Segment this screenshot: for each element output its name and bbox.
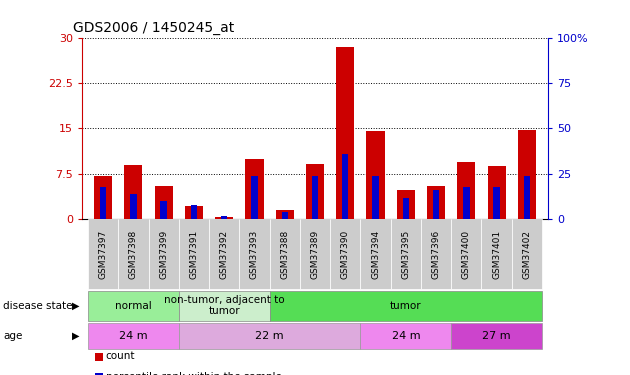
Bar bbox=[518, 130, 536, 219]
Text: percentile rank within the sample: percentile rank within the sample bbox=[106, 372, 282, 375]
Bar bbox=[100, 187, 106, 219]
Bar bbox=[306, 164, 324, 219]
Bar bbox=[336, 46, 354, 219]
Text: GSM37396: GSM37396 bbox=[432, 230, 440, 279]
Text: GSM37391: GSM37391 bbox=[190, 230, 198, 279]
Text: age: age bbox=[3, 331, 23, 340]
Bar bbox=[493, 187, 500, 219]
Text: GSM37388: GSM37388 bbox=[280, 230, 289, 279]
Bar bbox=[94, 176, 112, 219]
Bar bbox=[161, 201, 167, 219]
Bar bbox=[433, 190, 439, 219]
Text: disease state: disease state bbox=[3, 301, 72, 310]
Bar bbox=[215, 217, 233, 219]
Bar bbox=[185, 206, 203, 219]
Text: normal: normal bbox=[115, 301, 152, 310]
Bar bbox=[342, 154, 348, 219]
Bar bbox=[524, 176, 530, 219]
Text: 27 m: 27 m bbox=[483, 331, 511, 340]
Text: ▶: ▶ bbox=[72, 331, 80, 340]
Bar bbox=[282, 212, 288, 219]
Text: GSM37402: GSM37402 bbox=[522, 230, 532, 279]
Text: GSM37394: GSM37394 bbox=[371, 230, 380, 279]
Bar bbox=[397, 190, 415, 219]
Text: GSM37389: GSM37389 bbox=[311, 230, 319, 279]
Text: GSM37390: GSM37390 bbox=[341, 230, 350, 279]
Text: GSM37397: GSM37397 bbox=[98, 230, 108, 279]
Bar bbox=[427, 186, 445, 219]
Bar bbox=[367, 132, 385, 219]
Text: GSM37401: GSM37401 bbox=[492, 230, 501, 279]
Bar bbox=[403, 198, 409, 219]
Text: GSM37392: GSM37392 bbox=[220, 230, 229, 279]
Text: GSM37399: GSM37399 bbox=[159, 230, 168, 279]
Bar bbox=[488, 166, 506, 219]
Text: non-tumor, adjacent to
tumor: non-tumor, adjacent to tumor bbox=[164, 295, 285, 316]
Bar bbox=[154, 186, 173, 219]
Bar bbox=[312, 176, 318, 219]
Text: GDS2006 / 1450245_at: GDS2006 / 1450245_at bbox=[72, 21, 234, 35]
Text: GSM37400: GSM37400 bbox=[462, 230, 471, 279]
Bar bbox=[221, 216, 227, 219]
Bar bbox=[245, 159, 263, 219]
Text: 22 m: 22 m bbox=[255, 331, 284, 340]
Text: tumor: tumor bbox=[390, 301, 421, 310]
Text: count: count bbox=[106, 351, 135, 361]
Text: GSM37398: GSM37398 bbox=[129, 230, 138, 279]
Bar bbox=[276, 210, 294, 219]
Text: GSM37393: GSM37393 bbox=[250, 230, 259, 279]
Bar bbox=[251, 176, 258, 219]
Text: GSM37395: GSM37395 bbox=[401, 230, 410, 279]
Bar bbox=[130, 194, 137, 219]
Bar bbox=[124, 165, 142, 219]
Bar bbox=[372, 176, 379, 219]
Bar bbox=[457, 162, 476, 219]
Text: 24 m: 24 m bbox=[119, 331, 147, 340]
Bar bbox=[191, 205, 197, 219]
Text: ▶: ▶ bbox=[72, 301, 80, 310]
Bar bbox=[463, 187, 469, 219]
Text: 24 m: 24 m bbox=[391, 331, 420, 340]
